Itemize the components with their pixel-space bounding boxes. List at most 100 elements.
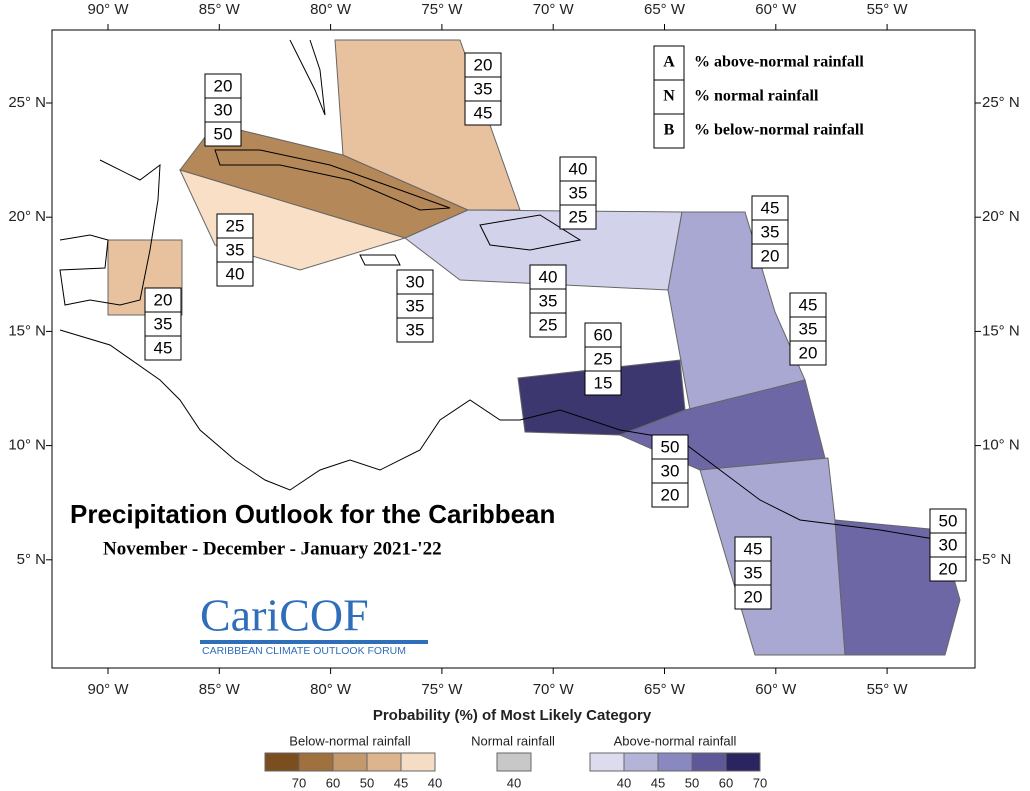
lat-label: 5° N — [17, 551, 46, 568]
colorbar-swatch — [366, 752, 402, 772]
probability-value: 30 — [661, 461, 680, 480]
colorbar-tick: 60 — [326, 775, 340, 790]
probability-box — [216, 261, 254, 287]
probability-box — [464, 52, 502, 78]
probability-box — [216, 213, 254, 239]
probability-box — [396, 317, 434, 343]
probability-value: 35 — [569, 183, 588, 202]
colorbar-title: Probability (%) of Most Likely Category — [373, 707, 652, 724]
colorbar-swatch — [725, 752, 761, 772]
colorbar-tick: 70 — [292, 775, 306, 790]
colorbar-swatch — [589, 752, 625, 772]
probability-value: 20 — [154, 290, 173, 309]
map-subtitle: November - December - January 2021-'22 — [103, 538, 442, 559]
map-title: Precipitation Outlook for the Caribbean — [70, 499, 555, 529]
lon-label: 75° W — [421, 1, 463, 18]
probability-box — [464, 100, 502, 126]
probability-box — [144, 311, 182, 337]
probability-value: 45 — [744, 539, 763, 558]
coastline — [59, 159, 161, 306]
probability-box — [204, 121, 242, 147]
key-text: % below-normal rainfall — [694, 122, 864, 139]
probability-value: 25 — [226, 216, 245, 235]
colorbar-swatch — [298, 752, 334, 772]
probability-value: 35 — [406, 296, 425, 315]
probability-value: 40 — [226, 264, 245, 283]
key-text: % above-normal rainfall — [694, 54, 864, 71]
probability-value: 30 — [406, 272, 425, 291]
probability-box — [216, 237, 254, 263]
probability-value: 20 — [799, 343, 818, 362]
probability-value: 15 — [594, 373, 613, 392]
probability-value: 35 — [761, 222, 780, 241]
probability-box — [929, 556, 967, 582]
probability-value: 30 — [214, 100, 233, 119]
key-letter: A — [663, 54, 675, 71]
probability-box — [584, 370, 622, 396]
coastline — [59, 329, 941, 541]
probability-box — [396, 269, 434, 295]
coastline — [289, 39, 326, 116]
probability-value: 25 — [539, 315, 558, 334]
colorbar-tick: 40 — [428, 775, 442, 790]
colorbar-label: Above-normal rainfall — [614, 733, 737, 748]
colorbar-swatch — [496, 752, 532, 772]
probability-value: 35 — [154, 314, 173, 333]
colorbar-swatch — [400, 752, 436, 772]
key-box — [653, 113, 685, 149]
probability-box — [734, 584, 772, 610]
probability-box — [929, 532, 967, 558]
logo-rule — [200, 640, 428, 644]
probability-value: 35 — [799, 319, 818, 338]
colorbar-tick: 70 — [753, 775, 767, 790]
probability-box — [559, 180, 597, 206]
lon-label: 60° W — [755, 681, 797, 698]
probability-value: 25 — [569, 207, 588, 226]
probability-value: 20 — [661, 485, 680, 504]
probability-value: 40 — [569, 159, 588, 178]
probability-value: 50 — [939, 511, 958, 530]
lon-label: 70° W — [533, 681, 575, 698]
colorbar-tick: 60 — [719, 775, 733, 790]
colorbar-tick: 45 — [651, 775, 665, 790]
probability-box — [584, 322, 622, 348]
probability-box — [584, 346, 622, 372]
lat-label: 10° N — [982, 437, 1020, 454]
probability-value: 20 — [939, 559, 958, 578]
probability-box — [204, 97, 242, 123]
key-text: % normal rainfall — [694, 88, 819, 105]
probability-value: 35 — [226, 240, 245, 259]
colorbar-swatch — [332, 752, 368, 772]
lon-label: 60° W — [755, 1, 797, 18]
probability-box — [144, 335, 182, 361]
key: A % above-normal rainfall N % normal rainfa… — [653, 45, 864, 149]
probability-value: 30 — [939, 535, 958, 554]
probability-box — [464, 76, 502, 102]
probability-box — [204, 73, 242, 99]
probability-box — [529, 312, 567, 338]
probability-value: 35 — [744, 563, 763, 582]
key-box — [653, 45, 685, 81]
logo-name: CariCOF — [200, 590, 369, 641]
key-letter: N — [663, 88, 675, 105]
lon-label: 80° W — [310, 681, 352, 698]
probability-value: 20 — [744, 587, 763, 606]
colorbar-tick: 40 — [617, 775, 631, 790]
lat-label: 25° N — [982, 94, 1020, 111]
lon-label: 70° W — [533, 1, 575, 18]
probability-value: 45 — [799, 295, 818, 314]
lat-label: 20° N — [8, 208, 46, 225]
lon-label: 85° W — [199, 1, 241, 18]
probability-box — [559, 204, 597, 230]
colorbar-label: Below-normal rainfall — [289, 733, 410, 748]
colorbar-swatch — [623, 752, 659, 772]
colorbar-swatch — [657, 752, 693, 772]
probability-value: 45 — [761, 198, 780, 217]
lon-label: 80° W — [310, 1, 352, 18]
probability-value: 35 — [539, 291, 558, 310]
regions — [107, 39, 961, 656]
probability-box — [929, 508, 967, 534]
coastline — [479, 214, 582, 251]
lon-label: 90° W — [87, 681, 129, 698]
